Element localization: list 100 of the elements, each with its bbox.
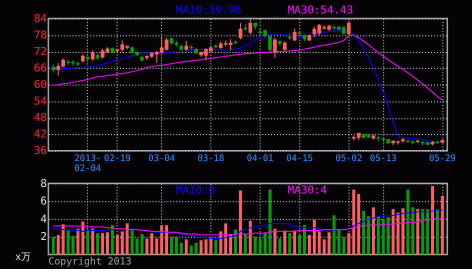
y-tick-label: 78	[34, 28, 47, 42]
bar	[278, 238, 282, 254]
x-tick-label: 02-19	[104, 154, 131, 164]
bar	[337, 230, 340, 254]
bar	[91, 228, 94, 254]
bar	[180, 242, 183, 254]
bar	[136, 238, 139, 254]
bar	[322, 239, 326, 254]
candlestick	[292, 28, 296, 42]
candlestick	[238, 22, 242, 40]
text: MA10:39.06	[176, 4, 242, 17]
bar	[110, 225, 114, 254]
bar	[190, 246, 193, 254]
x-tick-label: 04-15	[286, 154, 313, 164]
bar	[347, 233, 350, 254]
text: Copyright 2013	[48, 256, 132, 268]
y-tick-label: 60	[34, 78, 47, 92]
bar	[258, 238, 262, 254]
line-series	[52, 210, 443, 239]
bar	[160, 225, 164, 254]
y-tick-label: 66	[34, 62, 47, 75]
bar	[96, 233, 100, 254]
x-tick-label: 03-18	[198, 154, 224, 164]
y-tick-label: 84	[34, 12, 48, 25]
bar	[229, 234, 232, 254]
bar	[234, 230, 238, 254]
bar	[264, 232, 267, 254]
bar	[140, 234, 144, 254]
bar	[116, 234, 119, 254]
bar	[248, 220, 252, 254]
bar	[421, 209, 424, 254]
series-label: MA30:54.43	[288, 4, 354, 17]
candlestick	[184, 40, 188, 52]
x-tick-label: 2013-02-04	[74, 154, 102, 174]
bar	[174, 236, 178, 254]
bar	[62, 224, 65, 254]
bar	[200, 240, 203, 254]
x-tick-label: 05-02	[335, 154, 362, 164]
candlestick	[273, 37, 277, 58]
bar	[308, 234, 311, 254]
x-tick-label: 04-01	[246, 154, 274, 164]
bar	[342, 238, 346, 254]
bar	[145, 238, 148, 254]
bar	[81, 222, 84, 254]
bar	[273, 228, 276, 254]
line-series	[52, 218, 443, 236]
bar	[357, 194, 360, 254]
y-tick-label: 4	[40, 212, 48, 226]
bar	[367, 216, 370, 254]
bar	[209, 238, 212, 254]
bar	[362, 210, 366, 254]
y-axis-title: x万	[15, 252, 32, 263]
candlestick	[90, 50, 95, 61]
bar	[411, 207, 414, 254]
bar	[150, 233, 154, 254]
bar	[170, 236, 173, 254]
bar	[312, 220, 316, 254]
bar	[204, 239, 208, 254]
bar	[224, 223, 228, 254]
y-tick-label: 36	[34, 144, 47, 158]
bar	[76, 228, 80, 254]
bar	[268, 190, 272, 254]
bar	[332, 215, 336, 254]
bar	[66, 230, 70, 254]
bar	[130, 230, 134, 254]
bar	[101, 233, 104, 254]
y-tick-label: 42	[34, 128, 47, 141]
bar	[86, 230, 90, 254]
bar	[298, 234, 302, 254]
candlestick	[248, 18, 252, 35]
bar	[238, 190, 242, 254]
candlestick	[282, 41, 287, 52]
bar	[436, 209, 439, 254]
bar	[194, 242, 198, 254]
bar	[372, 207, 375, 254]
y-tick-label: 48	[34, 111, 47, 124]
bar	[303, 225, 306, 254]
y-tick-label: 2	[40, 230, 47, 244]
text: MA30:4	[288, 183, 328, 196]
bar	[431, 186, 434, 254]
x-tick-label: 05-13	[370, 154, 397, 164]
bar	[288, 233, 292, 254]
bar	[406, 190, 410, 254]
bar	[396, 212, 400, 254]
bar	[126, 223, 129, 254]
x-tick-label: 05-29	[429, 154, 456, 164]
y-tick-label: 6	[40, 194, 47, 208]
y-tick-label: 8	[40, 176, 47, 190]
bar	[392, 209, 395, 254]
bar	[165, 225, 168, 254]
text: MA10:5	[176, 183, 216, 196]
y-tick-label: 72	[34, 45, 47, 58]
bar	[376, 216, 380, 254]
x-tick-label: 03-04	[148, 154, 176, 164]
bar	[283, 230, 286, 254]
bar	[402, 208, 404, 254]
bar	[293, 230, 296, 254]
bar	[72, 236, 74, 254]
bar	[328, 232, 331, 254]
bar	[184, 239, 188, 254]
